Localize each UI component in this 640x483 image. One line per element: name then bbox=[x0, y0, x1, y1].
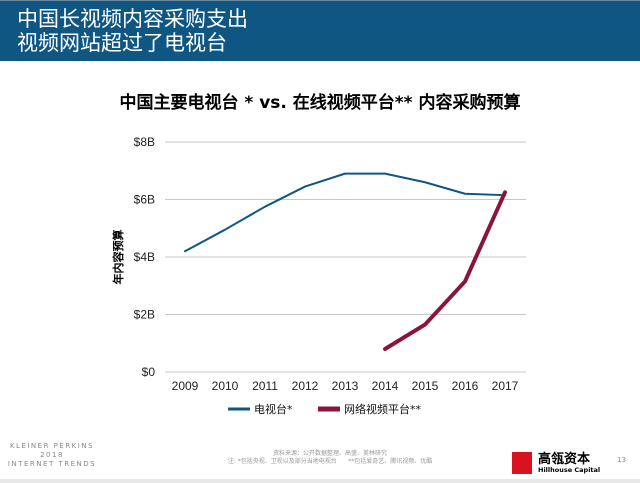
bottom-bar bbox=[0, 479, 640, 483]
y-tick-label: $4B bbox=[134, 250, 155, 264]
x-tick-label: 2016 bbox=[452, 379, 479, 393]
source-note: 资料来源：公开数据整理、高盛、美林研究 注: *包括央视、卫视以及部分当地电视台… bbox=[200, 450, 460, 466]
chart-title: 中国主要电视台 * vs. 在线视频平台** 内容采购预算 bbox=[119, 93, 521, 113]
x-tick-label: 2011 bbox=[252, 379, 278, 393]
data-point bbox=[224, 229, 226, 231]
brand-line3: INTERNET TRENDS bbox=[7, 460, 97, 468]
data-point bbox=[464, 280, 466, 282]
data-point bbox=[304, 186, 306, 188]
x-tick-label: 2017 bbox=[492, 379, 519, 393]
data-point bbox=[264, 206, 266, 208]
x-tick-label: 2012 bbox=[292, 379, 319, 393]
note1: 注: *包括央视、卫视以及部分当地电视台 bbox=[227, 458, 337, 465]
line-chart: $0 $2B $4B $6B $8B 2009 2010 2011 2012 2013 2014 20… bbox=[111, 135, 526, 416]
data-point bbox=[384, 348, 386, 350]
logo-cn: 高瓴资本 bbox=[538, 452, 591, 467]
data-point bbox=[344, 173, 346, 175]
data-point bbox=[184, 250, 186, 252]
slide-header: 中国长视频内容采购支出 视频网站超过了电视台 bbox=[0, 0, 640, 61]
source-text: 资料来源：公开数据整理、高盛、美林研究 bbox=[272, 450, 387, 457]
y-tick-label: $2B bbox=[134, 308, 155, 322]
data-point bbox=[424, 324, 426, 326]
y-axis-label: 年内容预算 bbox=[111, 230, 125, 285]
x-tick-label: 2013 bbox=[332, 379, 359, 393]
y-tick-label: $8B bbox=[134, 135, 155, 149]
kleiner-perkins-brand: KLEINER PERKINS 2018 INTERNET TRENDS bbox=[6, 442, 98, 469]
slide-title-line2: 视频网站超过了电视台 bbox=[17, 31, 227, 55]
x-tick-label: 2010 bbox=[212, 379, 239, 393]
y-tick-label: $0 bbox=[142, 365, 156, 379]
data-point bbox=[424, 181, 426, 183]
hillhouse-logo-mark bbox=[512, 452, 532, 474]
x-tick-label: 2009 bbox=[172, 379, 199, 393]
legend-label: 网络视频平台** bbox=[344, 402, 421, 416]
legend-label: 电视台* bbox=[254, 402, 293, 416]
series-line-2 bbox=[383, 190, 507, 351]
page-number: 13 bbox=[617, 456, 626, 464]
data-point bbox=[384, 173, 386, 175]
slide-title-line1: 中国长视频内容采购支出 bbox=[17, 7, 248, 31]
x-tick-label: 2015 bbox=[412, 379, 439, 393]
y-tick-label: $6B bbox=[134, 193, 155, 207]
brand-line1: KLEINER PERKINS bbox=[9, 442, 95, 450]
series-line-1 bbox=[184, 172, 506, 253]
data-point bbox=[504, 191, 506, 193]
data-point bbox=[464, 193, 466, 195]
brand-line2: 2018 bbox=[40, 451, 64, 459]
logo-en: Hillhouse Capital bbox=[538, 466, 601, 474]
note2: **包括爱奇艺、腾讯视频、优酷 bbox=[348, 458, 433, 465]
x-tick-label: 2014 bbox=[372, 379, 399, 393]
